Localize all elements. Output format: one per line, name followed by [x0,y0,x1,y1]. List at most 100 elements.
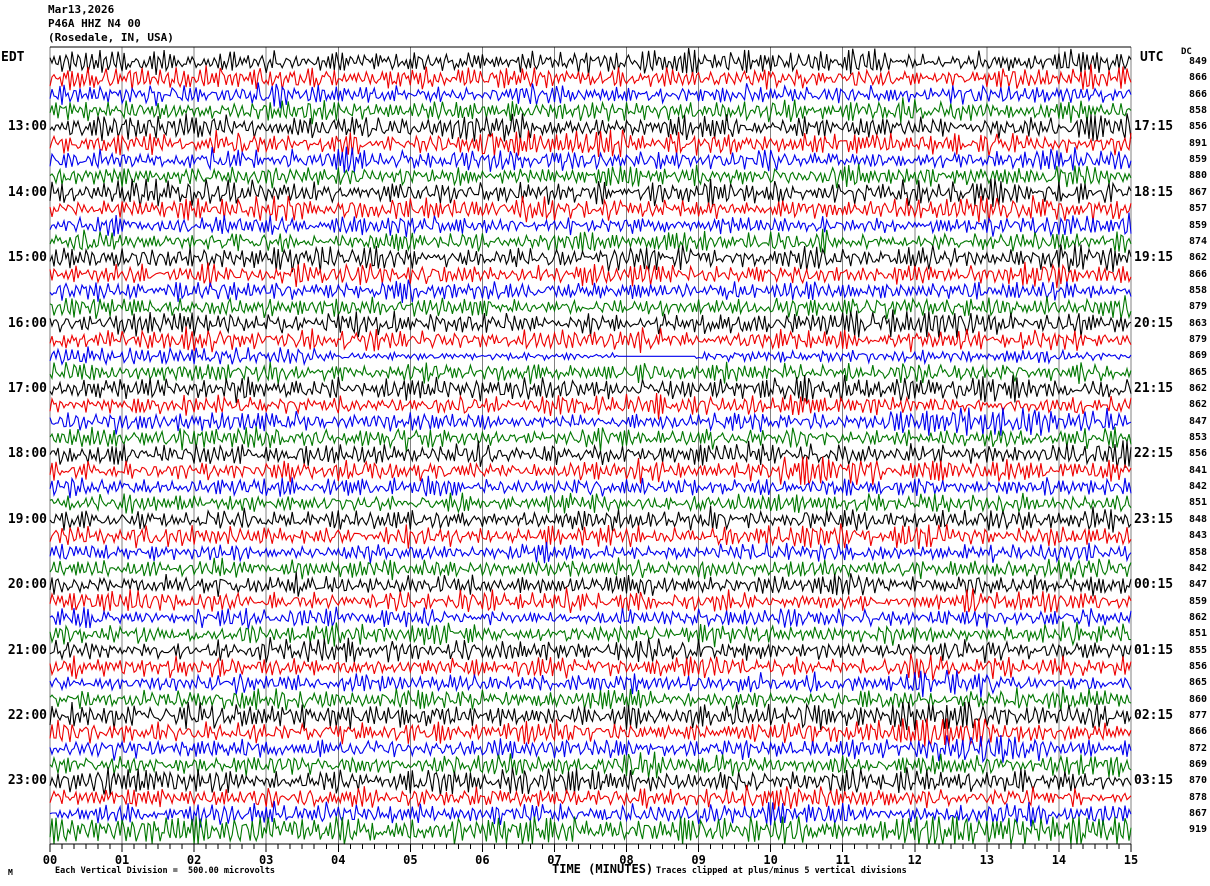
edt-hour-label-15:00: 15:00 [7,250,47,266]
dc-value-24: 853 [1188,432,1207,444]
dc-value-6: 891 [1188,137,1207,149]
dc-value-45: 870 [1188,775,1207,787]
location-title: (Rosedale, IN, USA) [48,31,174,44]
edt-hour-label-20:00: 20:00 [7,577,47,593]
seismogram-trace-9 [49,178,1132,207]
dc-value-41: 877 [1188,710,1207,721]
dc-value-29: 848 [1188,513,1207,525]
seismogram-trace-31 [49,541,1132,564]
corner-mark: M [8,868,13,877]
seismogram-trace-20 [49,361,1132,385]
dc-value-20: 865 [1188,366,1207,378]
edt-hour-label-19:00: 19:00 [7,511,47,527]
x-tick-label-02: 02 [186,853,202,867]
dc-value-14: 866 [1188,268,1207,280]
dc-value-9: 867 [1188,186,1207,198]
x-tick-label-03: 03 [258,853,274,867]
seismogram-trace-33 [49,571,1132,597]
seismogram-trace-44 [49,751,1132,779]
seismogram-trace-18 [49,326,1132,353]
dc-value-16: 879 [1188,301,1207,313]
seismogram-trace-8 [49,163,1132,189]
x-tick-label-14: 14 [1051,853,1067,867]
dc-value-36: 851 [1188,628,1207,640]
x-tick-label-06: 06 [475,853,490,867]
station-title: P46A HHZ N4 00 [48,17,141,30]
x-tick-label-09: 09 [691,853,706,867]
x-tick-label-08: 08 [619,853,634,867]
edt-hour-label-14:00: 14:00 [7,184,47,200]
seismogram-trace-32 [49,557,1132,581]
seismogram-trace-12 [49,228,1132,255]
clipping-note: Traces clipped at plus/minus 5 vertical … [656,866,907,876]
utc-hour-label-03:15: 03:15 [1134,773,1174,789]
seismogram-trace-11 [49,212,1132,238]
seismogram-trace-3 [49,82,1132,109]
dc-value-37: 855 [1188,644,1207,656]
seismogram-trace-39 [49,669,1132,698]
dc-value-30: 843 [1188,530,1207,542]
dc-value-22: 862 [1188,399,1207,411]
utc-timezone-label: UTC [1140,50,1164,65]
x-tick-label-04: 04 [331,853,346,867]
seismogram-trace-29 [49,505,1132,533]
dc-value-10: 857 [1188,203,1207,215]
utc-hour-label-21:15: 21:15 [1134,381,1174,396]
dc-value-39: 865 [1188,677,1207,689]
utc-hour-label-01:15: 01:15 [1134,642,1174,658]
x-tick-label-11: 11 [835,853,850,867]
dc-value-13: 862 [1188,252,1207,264]
dc-value-25: 856 [1188,448,1207,460]
x-tick-label-05: 05 [403,853,418,867]
dc-value-19: 869 [1188,350,1207,362]
seismogram-trace-23 [49,407,1132,436]
dc-value-46: 878 [1188,791,1207,803]
seismogram-trace-5 [49,113,1132,142]
seismogram-trace-16 [49,295,1132,320]
dc-value-18: 879 [1188,333,1207,345]
x-tick-label-00: 00 [42,853,58,867]
seismogram-trace-34 [49,587,1132,614]
edt-hour-label-17:00: 17:00 [7,381,47,396]
seismogram-trace-28 [49,492,1132,514]
seismogram-trace-37 [49,637,1132,664]
dc-column-header: DC [1181,47,1192,57]
x-tick-label-13: 13 [979,853,995,867]
seismogram-trace-4 [49,97,1132,125]
dc-value-47: 867 [1188,808,1207,820]
dc-value-48: 919 [1188,824,1207,836]
seismogram-trace-27 [49,475,1132,499]
dc-value-33: 847 [1188,579,1207,591]
dc-value-23: 847 [1188,415,1207,427]
dc-value-35: 862 [1188,611,1207,623]
utc-hour-label-02:15: 02:15 [1134,708,1174,723]
dc-value-32: 842 [1188,562,1207,574]
seismogram-trace-48 [49,816,1132,845]
dc-value-42: 866 [1188,726,1207,738]
dc-value-34: 859 [1188,595,1207,607]
dc-value-21: 862 [1188,383,1207,394]
dc-value-1: 849 [1188,56,1207,67]
dc-value-3: 866 [1188,88,1207,100]
seismogram-trace-15 [49,279,1132,303]
edt-hour-label-18:00: 18:00 [7,446,47,462]
edt-hour-label-13:00: 13:00 [7,119,47,135]
dc-value-11: 859 [1188,219,1207,231]
seismogram-trace-38 [49,653,1132,681]
seismogram-trace-47 [49,801,1132,828]
utc-hour-label-17:15: 17:15 [1134,119,1174,135]
edt-hour-label-23:00: 23:00 [7,773,47,789]
x-tick-label-07: 07 [547,853,562,867]
dc-value-7: 859 [1188,154,1207,166]
seismogram-trace-41 [49,701,1132,731]
seismogram-trace-24 [49,426,1132,453]
utc-hour-label-22:15: 22:15 [1134,446,1174,462]
dc-value-17: 863 [1188,317,1207,329]
x-tick-label-10: 10 [763,853,778,867]
seismogram-trace-21 [49,374,1132,404]
dc-value-8: 880 [1188,170,1207,182]
seismogram-trace-26 [49,456,1132,485]
dc-value-2: 866 [1188,72,1207,84]
